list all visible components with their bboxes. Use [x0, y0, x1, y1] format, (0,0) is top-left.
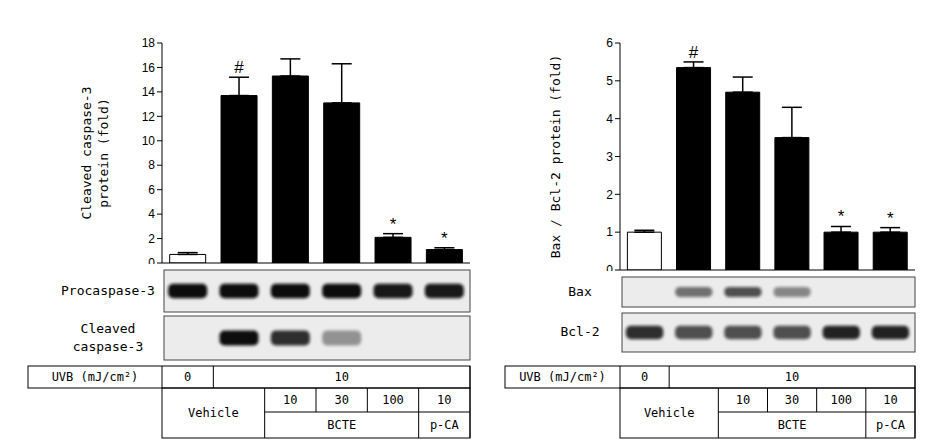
svg-text:2: 2	[148, 232, 155, 246]
svg-text:5: 5	[606, 74, 613, 88]
svg-text:4: 4	[606, 112, 613, 126]
svg-text:Cleaved: Cleaved	[81, 321, 136, 336]
svg-text:8: 8	[148, 158, 155, 172]
svg-text:Bax: Bax	[568, 284, 592, 299]
svg-text:6: 6	[606, 36, 613, 50]
svg-text:3: 3	[606, 150, 613, 164]
svg-text:Bax / Bcl-2 protein (fold): Bax / Bcl-2 protein (fold)	[548, 55, 563, 259]
svg-text:30: 30	[785, 393, 799, 407]
svg-text:12: 12	[142, 110, 156, 124]
svg-text:0: 0	[641, 370, 648, 384]
svg-text:UVB (mJ/cm²): UVB (mJ/cm²)	[519, 370, 606, 384]
svg-text:100: 100	[382, 393, 404, 407]
svg-text:#: #	[689, 43, 699, 62]
svg-text:UVB (mJ/cm²): UVB (mJ/cm²)	[52, 370, 139, 384]
svg-text:10: 10	[883, 393, 897, 407]
svg-text:BCTE: BCTE	[327, 418, 356, 432]
svg-text:0: 0	[606, 263, 613, 271]
svg-text:0: 0	[148, 256, 155, 264]
svg-text:*: *	[887, 209, 894, 228]
svg-text:Vehicle: Vehicle	[188, 406, 239, 420]
svg-text:14: 14	[142, 85, 156, 99]
svg-text:10: 10	[736, 393, 750, 407]
svg-text:BCTE: BCTE	[778, 418, 807, 432]
svg-text:p-CA: p-CA	[430, 418, 460, 432]
svg-text:Bcl-2: Bcl-2	[560, 324, 599, 339]
svg-text:18: 18	[142, 36, 156, 50]
svg-text:16: 16	[142, 61, 156, 75]
svg-text:0: 0	[184, 370, 191, 384]
svg-text:30: 30	[334, 393, 348, 407]
svg-text:*: *	[838, 207, 845, 226]
svg-text:10: 10	[283, 393, 297, 407]
svg-text:10: 10	[142, 134, 156, 148]
svg-text:4: 4	[148, 207, 155, 221]
svg-text:Procaspase-3: Procaspase-3	[61, 283, 155, 298]
svg-text:*: *	[390, 215, 397, 234]
svg-text:10: 10	[334, 370, 348, 384]
svg-text:2: 2	[606, 188, 613, 202]
svg-text:6: 6	[148, 183, 155, 197]
svg-text:10: 10	[437, 393, 451, 407]
svg-text:10: 10	[785, 370, 799, 384]
svg-text:p-CA: p-CA	[876, 418, 906, 432]
svg-text:100: 100	[830, 393, 852, 407]
svg-text:Vehicle: Vehicle	[644, 406, 695, 420]
svg-text:*: *	[441, 229, 448, 248]
svg-text:#: #	[234, 58, 244, 77]
svg-text:protein (fold): protein (fold)	[96, 98, 111, 208]
svg-text:Cleaved caspase-3: Cleaved caspase-3	[79, 86, 94, 219]
svg-text:1: 1	[606, 225, 613, 239]
svg-text:caspase-3: caspase-3	[73, 339, 143, 354]
